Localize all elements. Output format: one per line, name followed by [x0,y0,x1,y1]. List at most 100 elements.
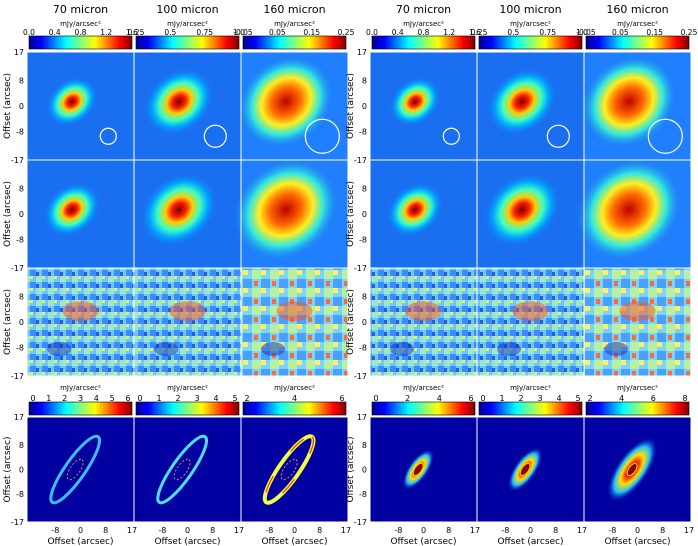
right-units-label: mJy/arcsec² [617,20,658,28]
left-bottom-colorbar-tick: 4 [94,394,99,403]
right-model-disk-panel [476,416,585,523]
left-bottom-y-tick: -17 [11,518,24,527]
left-map-panel [237,51,349,161]
panel-frame [240,267,349,377]
right-colorbar [371,35,476,50]
left-map-panel [26,267,135,377]
right-y-label: Offset (arcsec) [346,289,356,355]
left-y-tick: 8 [19,185,24,194]
left-y-tick: -8 [16,235,24,244]
right-colorbar-tick: 0.8 [418,28,430,37]
left-y-tick: -17 [11,372,24,381]
left-bottom-colorbar-tick: 2 [62,394,67,403]
right-x-label: Offset (arcsec) [497,537,563,546]
residual-feature [619,301,656,322]
right-bottom-colorbar-tick: 2 [405,394,410,403]
left-model-ring-panel [133,416,242,523]
right-map-panel [583,267,692,377]
right-x-tick: 17 [577,526,587,535]
right-map-panel [369,51,478,161]
beam-circle [647,118,683,154]
right-y-tick: 0 [362,318,367,327]
right-colorbar-tick: 0.25 [681,28,698,37]
right-bottom-colorbar-tick: 4 [619,394,624,403]
right-map-panel [369,159,478,269]
disk-core [412,462,424,477]
residual-feature [405,301,442,322]
beam-circle [203,124,227,148]
right-y-tick: 8 [362,293,367,302]
left-x-tick: 8 [103,526,108,535]
left-units-label: mJy/arcsec² [274,20,315,28]
left-x-tick: -8 [51,526,59,535]
map-background [584,268,691,376]
left-bottom-colorbar-tick: 0 [137,394,142,403]
left-x-label: Offset (arcsec) [47,537,113,546]
left-colorbar-tick: 0.8 [75,28,87,37]
left-model-ring-panel [240,416,349,523]
right-map-panel [476,159,585,269]
residual-feature [390,342,415,356]
residual-feature [276,301,313,322]
left-x-tick: 17 [341,526,351,535]
model-background [241,417,348,522]
right-x-tick: 0 [421,526,426,535]
panel-frame [583,267,692,377]
right-colorbar-tick: 0.05 [612,28,629,37]
right-x-label: Offset (arcsec) [390,537,456,546]
left-x-tick: 17 [234,526,244,535]
left-colorbar-tick: 0.25 [338,28,355,37]
source-emission [140,172,218,247]
right-x-tick: 17 [470,526,480,535]
left-y-tick: 0 [19,210,24,219]
left-bottom-colorbar-tick: 5 [110,394,115,403]
left-map-panel [133,267,242,377]
left-map-panel [133,159,242,269]
right-bottom-y-tick: 8 [362,441,367,450]
right-y-tick: 17 [357,48,367,57]
right-bottom-y-tick: 17 [357,413,367,422]
right-bottom-y-tick: -8 [359,490,367,499]
map-background [477,268,584,376]
left-bottom-colorbar-tick: 1 [156,394,161,403]
right-colorbar-tick: 1.2 [443,28,455,37]
right-map-panel [369,267,478,377]
panel-frame [583,416,692,523]
disk-core [626,462,638,477]
left-colorbar-tick: 0.4 [49,28,61,37]
left-y-label: Offset (arcsec) [3,289,13,355]
left-x-tick: -8 [158,526,166,535]
left-y-tick: -8 [16,127,24,136]
beam-circle [304,118,340,154]
right-units-label: mJy/arcsec² [510,20,551,28]
right-x-tick: 8 [553,526,558,535]
left-y-tick: 8 [19,293,24,302]
residual-feature [604,342,629,356]
right-bottom-colorbar-tick: 2 [518,394,523,403]
left-bottom-colorbar-tick: 6 [339,394,344,403]
residual-feature [169,301,206,322]
left-colorbar-tick: 1.2 [100,28,112,37]
left-bottom-colorbar-tick: 2 [175,394,180,403]
left-bottom-y-tick: 17 [14,413,24,422]
right-x-tick: -8 [608,526,616,535]
left-x-tick: 8 [210,526,215,535]
left-map-panel [240,267,349,377]
source-emission [232,157,340,262]
left-x-label: Offset (arcsec) [154,537,220,546]
map-background [370,268,477,376]
right-bottom-y-label: Offset (arcsec) [346,436,356,502]
left-colorbar-tick: 0.0 [23,28,35,37]
left-y-label: Offset (arcsec) [3,181,13,247]
left-bottom-y-label: Offset (arcsec) [3,436,13,502]
right-units-label: mJy/arcsec² [403,20,444,28]
residual-feature [154,342,179,356]
source-emission [575,157,683,262]
right-y-tick: -8 [359,343,367,352]
right-bottom-units-label: mJy/arcsec² [617,384,658,392]
source-emission [580,54,678,150]
source-emission [487,68,557,136]
right-colorbar [478,35,583,50]
residual-feature [497,342,522,356]
right-x-tick: -8 [394,526,402,535]
